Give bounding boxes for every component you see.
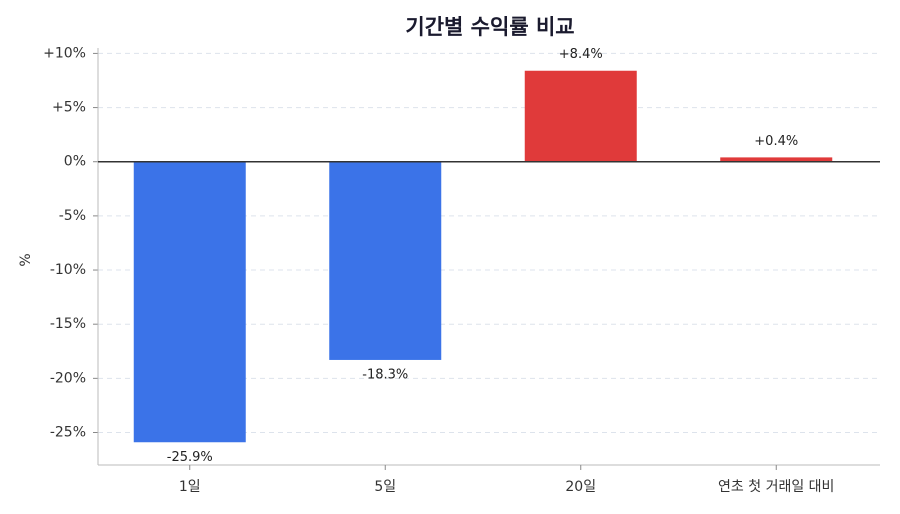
data-label: -25.9%: [167, 450, 213, 465]
chart-title: 기간별 수익률 비교: [405, 15, 574, 39]
y-tick-label: +10%: [43, 45, 86, 61]
y-tick-label: +5%: [52, 100, 86, 116]
x-tick-label: 1일: [179, 479, 201, 495]
x-tick-label: 20일: [565, 479, 596, 495]
bar: [329, 161, 442, 360]
x-tick-label: 연초 첫 거래일 대비: [718, 479, 834, 495]
bar: [524, 70, 637, 162]
y-tick-label: -5%: [59, 208, 86, 224]
y-tick-label: 0%: [64, 154, 86, 170]
x-tick-label: 5일: [374, 479, 396, 495]
data-label: +8.4%: [559, 47, 603, 62]
data-label: -18.3%: [362, 367, 408, 382]
y-tick-label: -10%: [50, 262, 86, 278]
y-axis-label: %: [18, 253, 34, 266]
y-tick-label: -15%: [50, 316, 86, 332]
bar: [720, 157, 833, 162]
y-tick-label: -20%: [50, 370, 86, 386]
y-tick-label: -25%: [50, 425, 86, 441]
data-label: +0.4%: [754, 134, 798, 149]
bar: [133, 161, 246, 443]
